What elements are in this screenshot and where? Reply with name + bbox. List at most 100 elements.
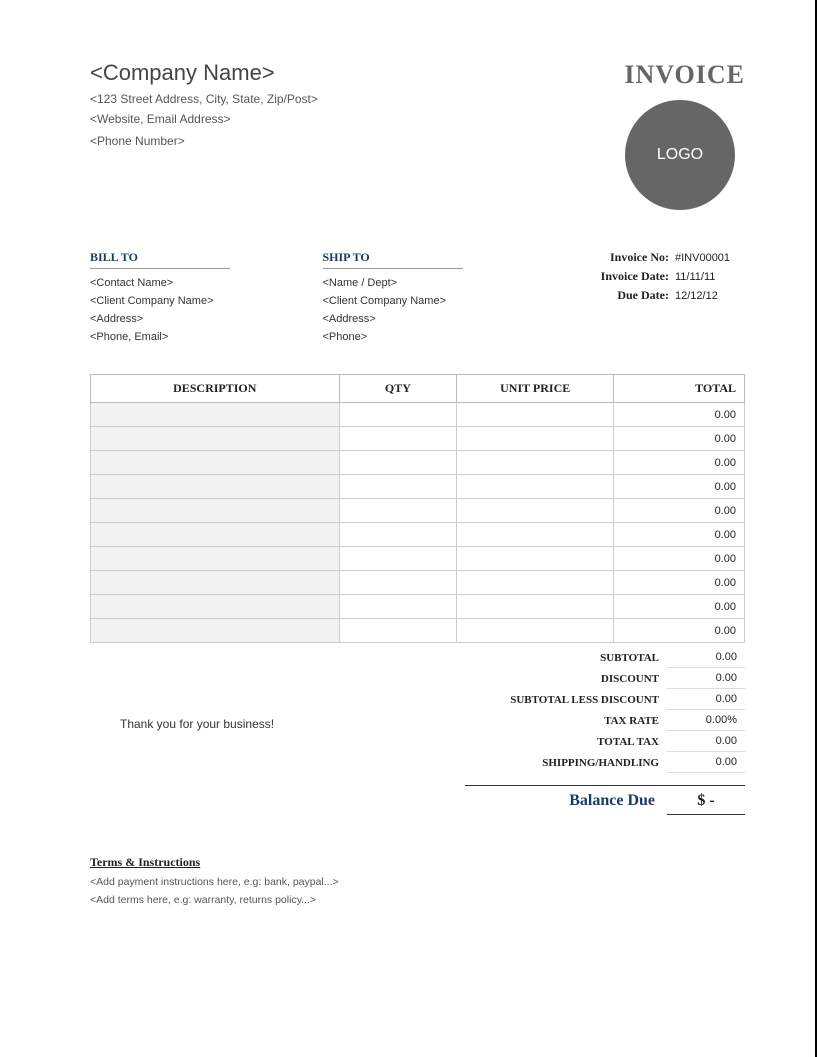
invoice-no-value: #INV00001 [675, 252, 745, 264]
col-unit-price: UNIT PRICE [457, 375, 614, 403]
invoice-title: INVOICE [624, 60, 745, 90]
cell-qty [339, 619, 457, 643]
company-block: <Company Name> <123 Street Address, City… [90, 60, 624, 154]
ship-to-block: SHIP TO <Name / Dept> <Client Company Na… [323, 250, 526, 349]
cell-description [91, 451, 340, 475]
subtotal-label: SUBTOTAL [465, 648, 667, 668]
cell-qty [339, 547, 457, 571]
ship-to-address: <Address> [323, 313, 526, 325]
cell-qty [339, 451, 457, 475]
ship-to-company: <Client Company Name> [323, 295, 526, 307]
table-row: 0.00 [91, 547, 745, 571]
cell-total: 0.00 [614, 403, 745, 427]
cell-unit-price [457, 571, 614, 595]
cell-qty [339, 595, 457, 619]
invoice-date-value: 11/11/11 [675, 271, 745, 283]
cell-total: 0.00 [614, 427, 745, 451]
table-row: 0.00 [91, 427, 745, 451]
tax-rate-value: 0.00% [667, 710, 745, 731]
terms-block: Terms & Instructions <Add payment instru… [90, 855, 745, 906]
cell-description [91, 547, 340, 571]
cell-qty [339, 571, 457, 595]
table-row: 0.00 [91, 475, 745, 499]
cell-unit-price [457, 427, 614, 451]
table-header-row: DESCRIPTION QTY UNIT PRICE TOTAL [91, 375, 745, 403]
total-tax-label: TOTAL TAX [465, 732, 667, 752]
cell-description [91, 619, 340, 643]
col-qty: QTY [339, 375, 457, 403]
cell-qty [339, 499, 457, 523]
cell-unit-price [457, 523, 614, 547]
cell-unit-price [457, 403, 614, 427]
bill-to-phone-email: <Phone, Email> [90, 331, 293, 343]
subtotal-less-discount-label: SUBTOTAL LESS DISCOUNT [465, 690, 667, 710]
ship-to-name: <Name / Dept> [323, 277, 526, 289]
logo-placeholder: LOGO [625, 100, 735, 210]
discount-value: 0.00 [667, 668, 745, 689]
table-row: 0.00 [91, 499, 745, 523]
invoice-date-label: Invoice Date: [601, 269, 669, 284]
cell-total: 0.00 [614, 547, 745, 571]
company-name: <Company Name> [90, 60, 624, 86]
due-date-value: 12/12/12 [675, 290, 745, 302]
cell-unit-price [457, 619, 614, 643]
table-row: 0.00 [91, 571, 745, 595]
cell-total: 0.00 [614, 475, 745, 499]
terms-title: Terms & Instructions [90, 855, 745, 870]
cell-unit-price [457, 451, 614, 475]
subtotal-value: 0.00 [667, 647, 745, 668]
line-items-table: DESCRIPTION QTY UNIT PRICE TOTAL 0.000.0… [90, 374, 745, 643]
bill-to-company: <Client Company Name> [90, 295, 293, 307]
table-row: 0.00 [91, 619, 745, 643]
cell-description [91, 403, 340, 427]
invoice-no-label: Invoice No: [610, 250, 669, 265]
bill-to-address: <Address> [90, 313, 293, 325]
cell-total: 0.00 [614, 499, 745, 523]
cell-description [91, 475, 340, 499]
summary-table: SUBTOTAL0.00 DISCOUNT0.00 SUBTOTAL LESS … [465, 647, 745, 815]
cell-description [91, 499, 340, 523]
terms-line-1: <Add payment instructions here, e.g: ban… [90, 876, 745, 888]
bill-to-block: BILL TO <Contact Name> <Client Company N… [90, 250, 293, 349]
col-description: DESCRIPTION [91, 375, 340, 403]
due-date-label: Due Date: [617, 288, 669, 303]
ship-to-phone: <Phone> [323, 331, 526, 343]
info-row: BILL TO <Contact Name> <Client Company N… [90, 250, 745, 349]
cell-description [91, 427, 340, 451]
header: <Company Name> <123 Street Address, City… [90, 60, 745, 210]
cell-total: 0.00 [614, 523, 745, 547]
invoice-block: INVOICE LOGO [624, 60, 745, 210]
bill-to-label: BILL TO [90, 250, 230, 269]
cell-qty [339, 475, 457, 499]
total-tax-value: 0.00 [667, 731, 745, 752]
shipping-label: SHIPPING/HANDLING [465, 753, 667, 773]
bill-to-contact: <Contact Name> [90, 277, 293, 289]
company-phone: <Phone Number> [90, 134, 624, 148]
cell-qty [339, 403, 457, 427]
shipping-value: 0.00 [667, 752, 745, 773]
summary-area: Thank you for your business! SUBTOTAL0.0… [90, 647, 745, 815]
terms-line-2: <Add terms here, e.g: warranty, returns … [90, 894, 745, 906]
table-row: 0.00 [91, 451, 745, 475]
company-web-email: <Website, Email Address> [90, 112, 624, 126]
company-address: <123 Street Address, City, State, Zip/Po… [90, 92, 624, 106]
cell-total: 0.00 [614, 451, 745, 475]
cell-description [91, 571, 340, 595]
invoice-meta-block: Invoice No: #INV00001 Invoice Date: 11/1… [555, 250, 745, 349]
cell-unit-price [457, 547, 614, 571]
cell-unit-price [457, 499, 614, 523]
cell-unit-price [457, 595, 614, 619]
thank-you-message: Thank you for your business! [90, 647, 274, 731]
table-row: 0.00 [91, 595, 745, 619]
cell-qty [339, 427, 457, 451]
cell-total: 0.00 [614, 595, 745, 619]
table-row: 0.00 [91, 523, 745, 547]
table-row: 0.00 [91, 403, 745, 427]
cell-description [91, 523, 340, 547]
balance-due-value: $ - [667, 792, 745, 815]
ship-to-label: SHIP TO [323, 250, 463, 269]
tax-rate-label: TAX RATE [465, 711, 667, 731]
discount-label: DISCOUNT [465, 669, 667, 689]
cell-total: 0.00 [614, 571, 745, 595]
cell-description [91, 595, 340, 619]
